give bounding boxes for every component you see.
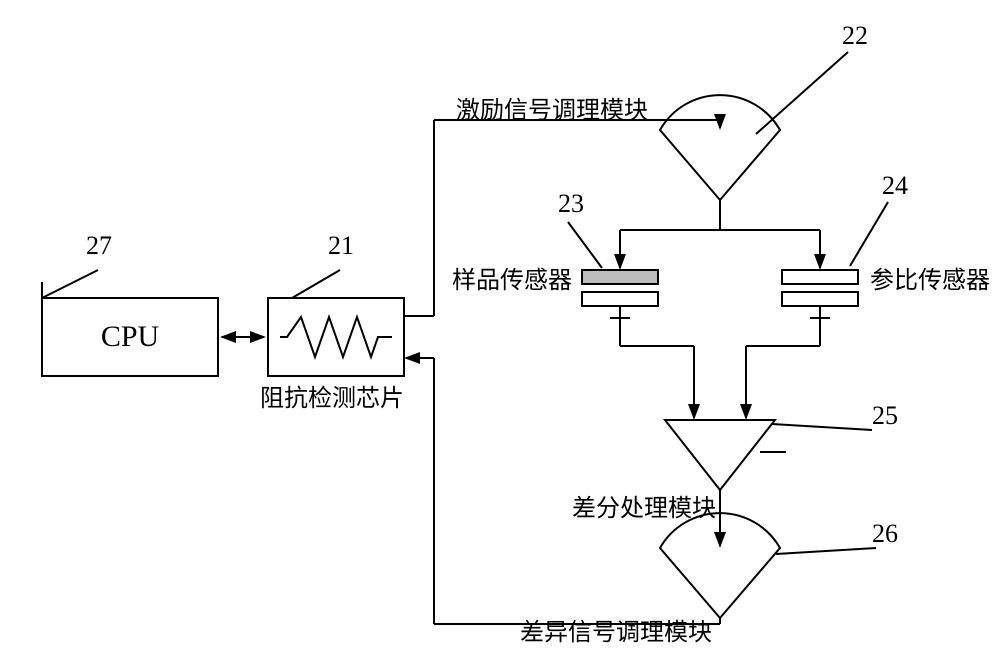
ref-number-22: 22 (842, 21, 868, 50)
ref-number-23: 23 (558, 189, 584, 218)
ref-number-26: 26 (872, 519, 898, 548)
impedance-zigzag-icon (280, 317, 392, 357)
chip-label: 阻抗检测芯片 (260, 385, 404, 412)
reference-sensor-label: 参比传感器 (870, 267, 990, 294)
differential-module-icon (665, 420, 775, 490)
cpu-label: CPU (101, 320, 160, 353)
ref-number-25: 25 (872, 401, 898, 430)
ref-number-21: 21 (328, 231, 354, 260)
sample-sensor-label: 样品传感器 (452, 267, 572, 294)
ref-number-27: 27 (86, 231, 112, 260)
excitation-module-icon (660, 95, 780, 200)
ref-number-24: 24 (882, 171, 908, 200)
